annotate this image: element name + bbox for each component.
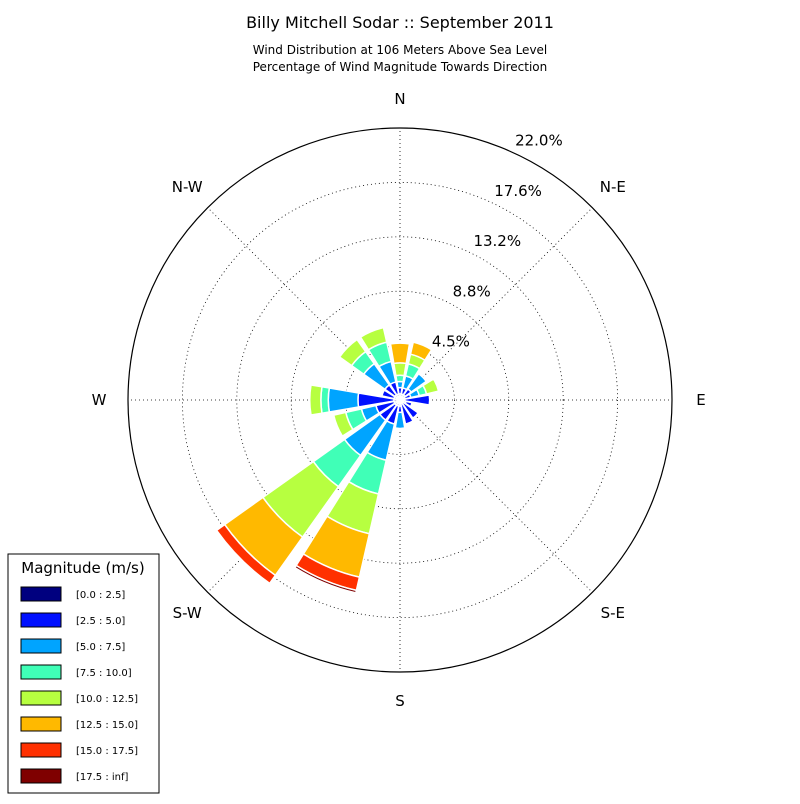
legend-swatch xyxy=(20,638,62,654)
legend-entry-label: [17.5 : inf] xyxy=(76,772,129,783)
wind-bar-segment xyxy=(308,384,323,416)
direction-label: E xyxy=(696,391,705,409)
legend-swatch xyxy=(20,742,62,758)
radial-tick-label: 17.6% xyxy=(494,182,542,200)
grid-spoke xyxy=(207,207,401,401)
chart-title: Billy Mitchell Sodar :: September 2011 xyxy=(246,13,554,32)
legend-entry-label: [7.5 : 10.0] xyxy=(76,668,132,679)
radial-labels: 4.5% 8.8% 13.2% 17.6% 22.0% xyxy=(432,132,563,351)
legend-swatch xyxy=(20,664,62,680)
wind-bar-segment xyxy=(396,380,404,389)
wind-bar-segment xyxy=(327,387,360,413)
wind-bar-segment xyxy=(422,377,440,395)
grid-spoke xyxy=(399,207,593,401)
direction-label: W xyxy=(92,391,107,409)
wind-bar-segment xyxy=(338,338,367,367)
outer-ring xyxy=(127,127,673,673)
wind-bar-segment xyxy=(394,411,406,430)
wind-bar-segment xyxy=(332,411,354,438)
radial-tick-label: 22.0% xyxy=(515,132,563,150)
legend-entry-label: [15.0 : 17.5] xyxy=(76,746,138,757)
wind-bar-segment xyxy=(404,394,431,406)
direction-label: N xyxy=(394,90,405,108)
legend-entry-label: [0.0 : 2.5] xyxy=(76,590,125,601)
direction-label: S xyxy=(395,692,405,710)
legend-swatch xyxy=(20,690,62,706)
grid-ring xyxy=(181,181,619,619)
radial-tick-label: 8.8% xyxy=(453,282,491,300)
wind-bar-segment xyxy=(401,401,420,420)
wind-bar-segment xyxy=(399,402,415,426)
radial-tick-label: 13.2% xyxy=(473,232,521,250)
legend-entry-label: [2.5 : 5.0] xyxy=(76,616,125,627)
legend-entry-label: [10.0 : 12.5] xyxy=(76,694,138,705)
legend-title: Magnitude (m/s) xyxy=(21,559,144,577)
chart-subtitle-line-2: Percentage of Wind Magnitude Towards Dir… xyxy=(253,60,547,74)
wind-bar-segment xyxy=(406,372,428,394)
direction-label: N-E xyxy=(600,178,626,196)
legend-swatch xyxy=(20,586,62,602)
direction-label: S-W xyxy=(173,604,202,622)
wind-bar-segment xyxy=(293,564,358,594)
wind-bar-segment xyxy=(409,341,433,362)
wind-bar-segment xyxy=(381,389,396,400)
chart-subtitle-line-1: Wind Distribution at 106 Meters Above Se… xyxy=(253,43,548,57)
legend: Magnitude (m/s) [0.0 : 2.5] [2.5 : 5.0] [5.… xyxy=(7,553,160,794)
radial-tick-label: 4.5% xyxy=(432,333,470,351)
wind-bar-segment xyxy=(389,342,411,365)
wind-bar-segment xyxy=(392,362,408,377)
grid-spoke xyxy=(399,399,593,593)
wind-bar-segment xyxy=(215,523,277,585)
grid-ring xyxy=(345,345,455,455)
legend-swatch xyxy=(20,716,62,732)
legend-swatch xyxy=(20,768,62,784)
wind-bars xyxy=(215,326,440,594)
legend-entry-label: [12.5 : 15.0] xyxy=(76,720,138,731)
wind-bar-segment xyxy=(395,374,405,383)
direction-labels: N N-E E S-E S S-W W N-W xyxy=(92,90,706,710)
direction-label: S-E xyxy=(601,604,625,622)
legend-swatch xyxy=(20,612,62,628)
legend-entry-label: [5.0 : 7.5] xyxy=(76,642,125,653)
direction-label: N-W xyxy=(172,178,203,196)
wind-bar-segment xyxy=(359,326,388,351)
grid-ring xyxy=(236,236,564,564)
